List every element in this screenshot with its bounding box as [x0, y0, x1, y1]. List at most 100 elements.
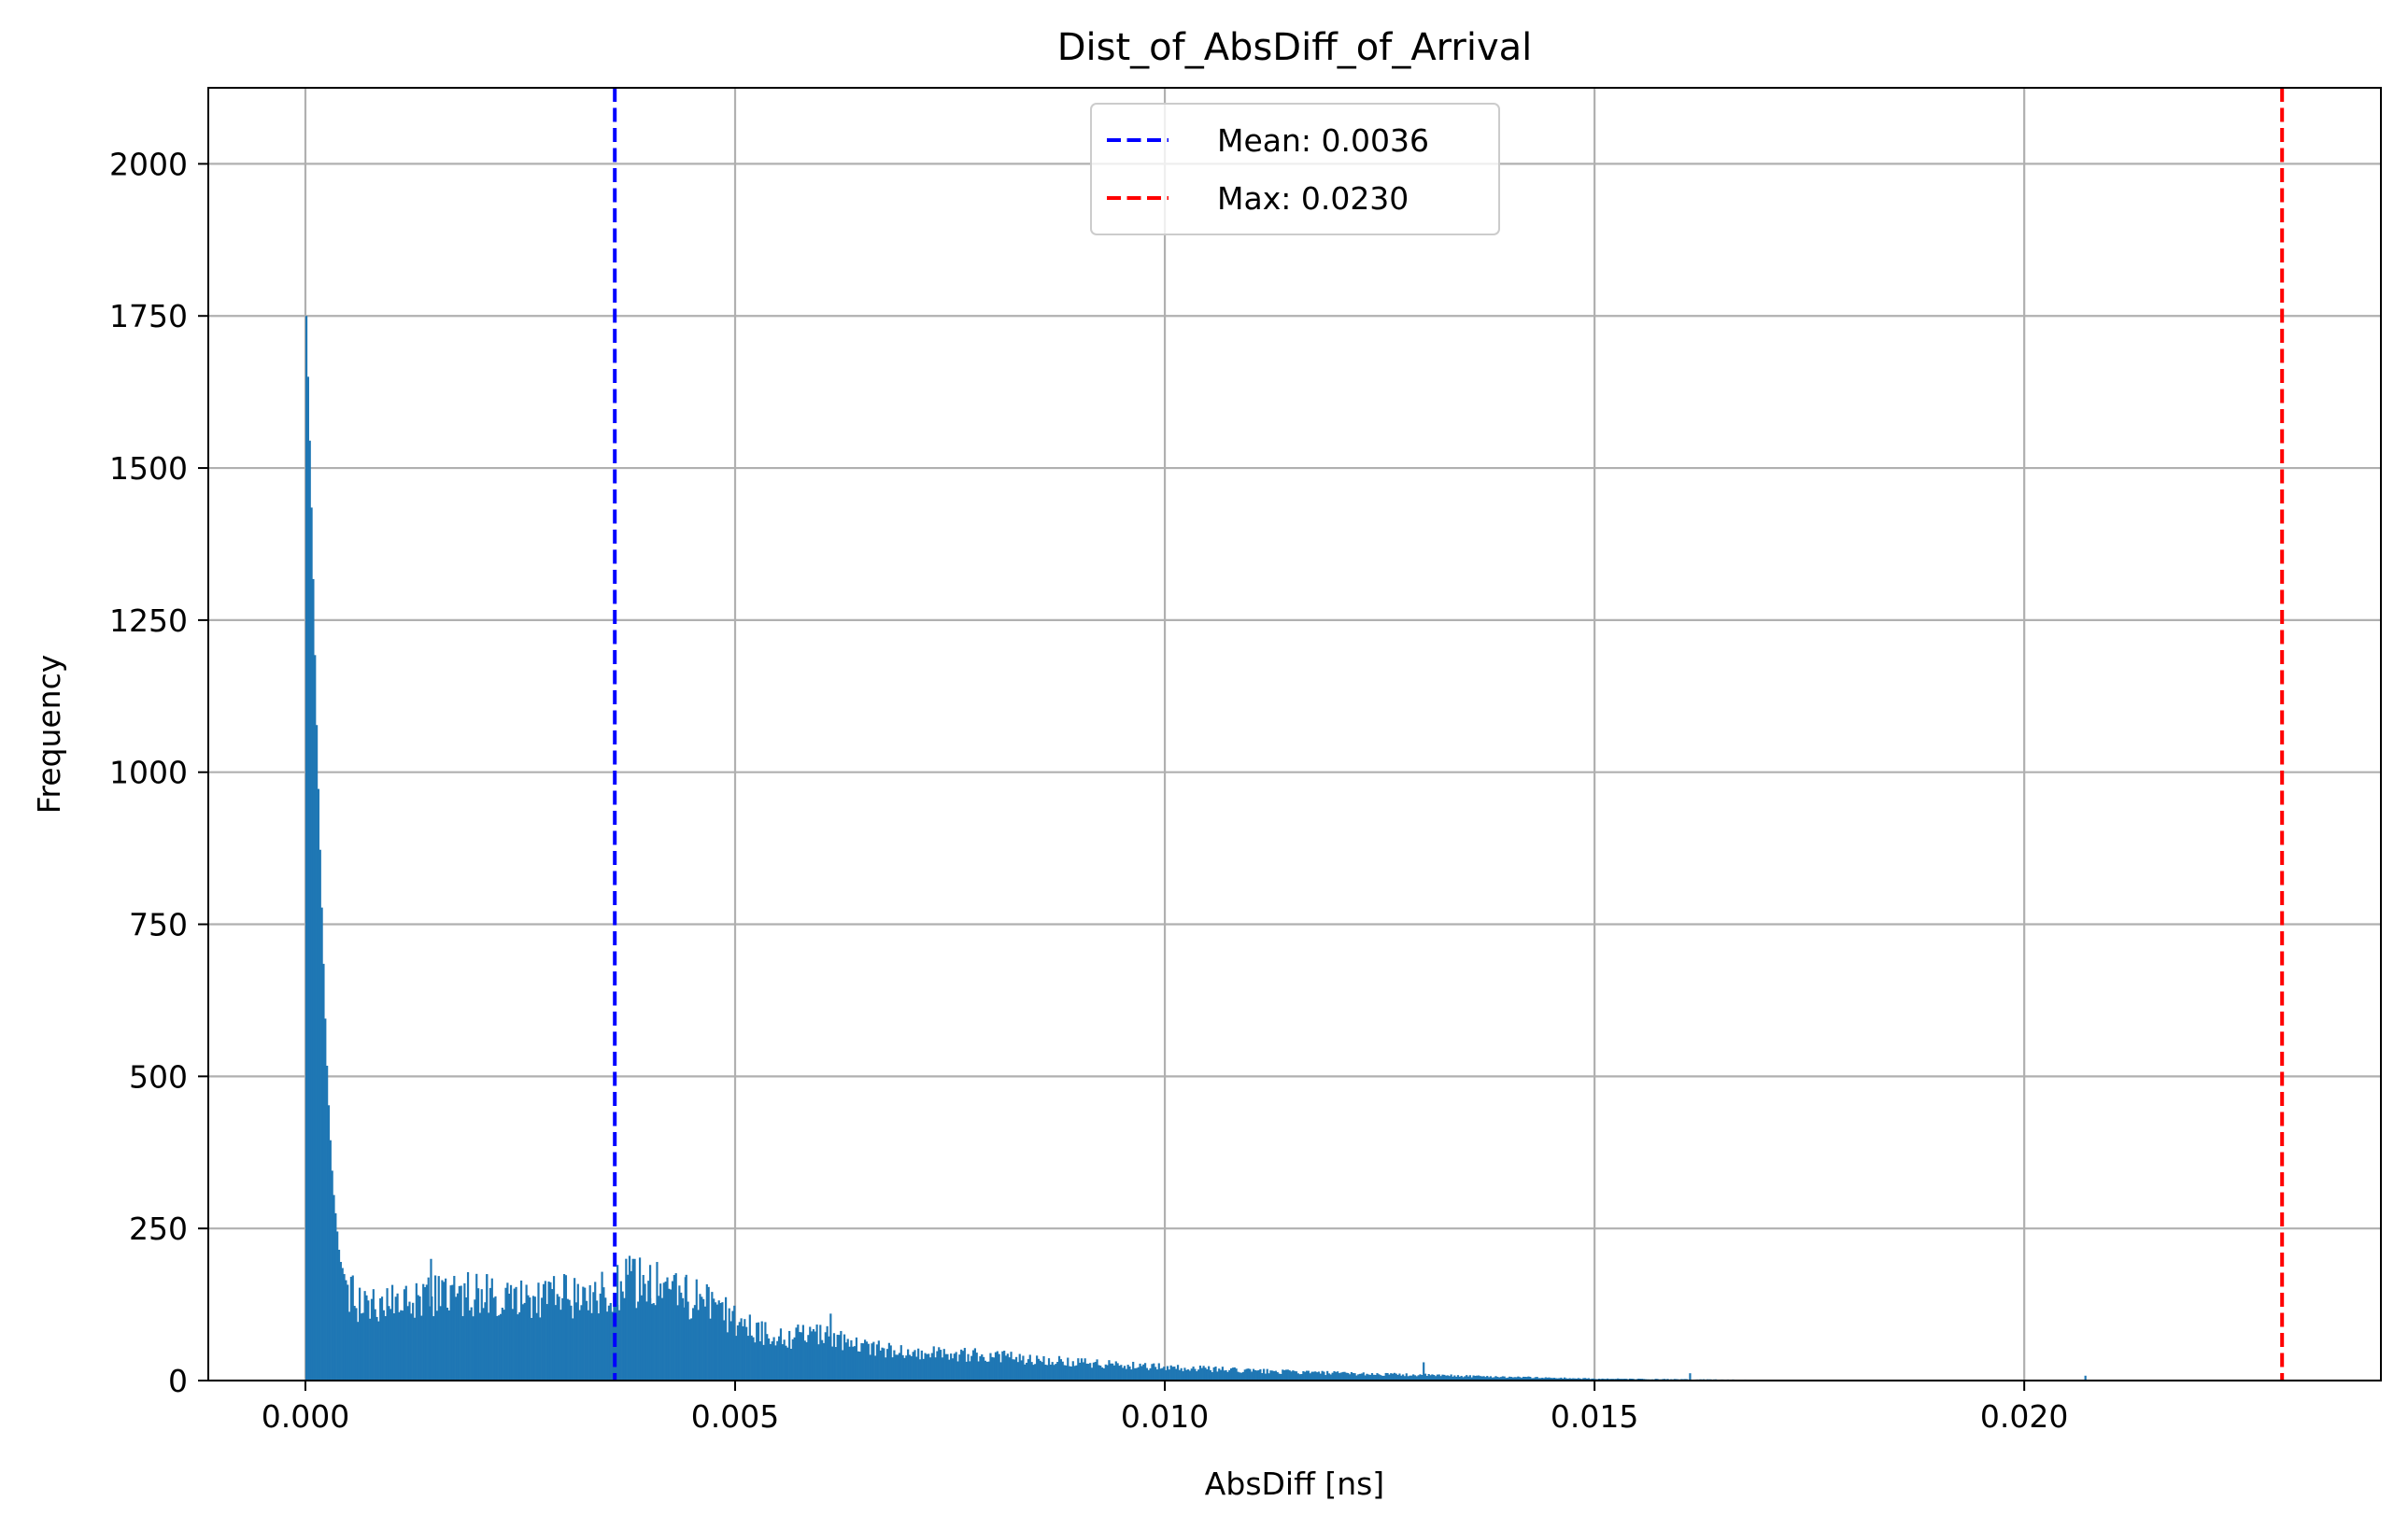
histogram-bar [1165, 1369, 1168, 1381]
histogram-bar [1039, 1360, 1041, 1381]
histogram-bar [1200, 1367, 1203, 1381]
histogram-bar [840, 1330, 843, 1381]
histogram-bar [337, 1249, 341, 1381]
histogram-bar [824, 1332, 827, 1381]
histogram-bar [445, 1278, 447, 1381]
histogram-bar [349, 1276, 353, 1381]
histogram-bar [789, 1349, 793, 1381]
histogram-bar [1466, 1375, 1468, 1381]
histogram-bar [363, 1291, 366, 1381]
histogram-bar [1425, 1376, 1428, 1381]
histogram-bar [1382, 1375, 1385, 1381]
histogram-bar [721, 1302, 724, 1381]
histogram-bar [1020, 1360, 1023, 1381]
histogram-bar [360, 1313, 363, 1381]
histogram-bar [973, 1348, 976, 1381]
x-axis-ticks: 0.000 0.005 0.010 0.015 0.020 [262, 1381, 2068, 1435]
histogram-bar [1077, 1358, 1080, 1381]
histogram-bar [1479, 1376, 1482, 1381]
histogram-bar [1032, 1365, 1035, 1381]
histogram-bar [903, 1357, 906, 1381]
x-axis-label: AbsDiff [ns] [1205, 1466, 1384, 1502]
histogram-bar [1094, 1362, 1097, 1381]
histogram-bar [1268, 1373, 1270, 1381]
histogram-bar [616, 1265, 619, 1381]
histogram-bar [365, 1295, 368, 1381]
histogram-bar [523, 1302, 526, 1381]
histogram-bar [1231, 1367, 1235, 1381]
reference-lines [613, 88, 2285, 1381]
histogram-bar [795, 1327, 798, 1381]
histogram-bar [1324, 1375, 1327, 1381]
histogram-bar [842, 1350, 844, 1381]
histogram-bar [1266, 1368, 1268, 1381]
histogram-bar [1355, 1375, 1358, 1381]
histogram-bar [1565, 1378, 1568, 1381]
histogram-bar [1439, 1376, 1442, 1381]
histogram-bar [1460, 1375, 1463, 1381]
histogram-bar [1366, 1373, 1368, 1381]
histogram-bar [594, 1282, 597, 1381]
histogram-bar [647, 1281, 650, 1381]
histogram-bar [1321, 1370, 1324, 1381]
histogram-bar [621, 1291, 624, 1381]
histogram-bar [1257, 1369, 1260, 1381]
histogram-bar [688, 1319, 691, 1381]
histogram-bar [912, 1352, 914, 1381]
histogram-bar [1398, 1373, 1401, 1381]
histogram-bar [327, 1105, 331, 1381]
histogram-bar [1388, 1374, 1391, 1381]
histogram-bar [463, 1282, 466, 1381]
histogram-bar [1229, 1367, 1233, 1381]
histogram-bar [1006, 1353, 1009, 1381]
histogram-bar [975, 1353, 978, 1381]
histogram-bar [819, 1325, 822, 1381]
histogram-bar [1617, 1378, 1620, 1381]
histogram-bar [756, 1323, 758, 1381]
histogram-bar [1226, 1371, 1229, 1381]
histogram-bar [1106, 1365, 1109, 1381]
histogram-bar [1503, 1376, 1506, 1381]
histogram-bar [800, 1332, 803, 1381]
y-tick-label: 1000 [109, 755, 188, 791]
histogram-bar [1390, 1373, 1393, 1381]
histogram-bar [1319, 1373, 1322, 1381]
histogram-bar [1376, 1373, 1379, 1381]
histogram-bar [1429, 1375, 1432, 1381]
histogram-bar [1132, 1361, 1135, 1381]
histogram-bar [1218, 1368, 1221, 1381]
histogram-bar [711, 1292, 714, 1381]
histogram-bar [692, 1308, 695, 1381]
histogram-bar [1295, 1371, 1298, 1381]
histogram-bar [592, 1292, 595, 1381]
histogram-bar [417, 1295, 419, 1381]
histogram-bar [1513, 1377, 1516, 1381]
histogram-bar [1424, 1373, 1427, 1381]
histogram-bar [1071, 1361, 1074, 1381]
histogram-bar [494, 1296, 497, 1381]
histogram-bar [1096, 1359, 1098, 1381]
histogram-bar [781, 1344, 784, 1381]
histogram-bar [917, 1348, 920, 1381]
histogram-bar [1597, 1378, 1600, 1381]
histogram-bar [793, 1337, 796, 1381]
histogram-bar [1345, 1372, 1348, 1381]
histogram-bar [769, 1343, 772, 1381]
histogram-bar [1079, 1362, 1082, 1381]
histogram-bar [815, 1325, 818, 1381]
histogram-bar [1037, 1358, 1041, 1381]
histogram-bar [1453, 1375, 1456, 1381]
histogram-bar [1001, 1351, 1004, 1381]
histogram-bar [420, 1315, 423, 1381]
histogram-bar [347, 1311, 351, 1381]
histogram-bar [425, 1284, 428, 1381]
histogram-bar [1102, 1367, 1106, 1381]
histogram-bar [1176, 1365, 1180, 1381]
histogram-bar [1551, 1378, 1554, 1381]
histogram-bar [936, 1351, 939, 1381]
histogram-bar [779, 1328, 783, 1381]
histogram-bar [922, 1358, 925, 1381]
histogram-bar [652, 1303, 655, 1381]
histogram-bar [649, 1265, 652, 1381]
histogram-bar [1591, 1378, 1594, 1381]
